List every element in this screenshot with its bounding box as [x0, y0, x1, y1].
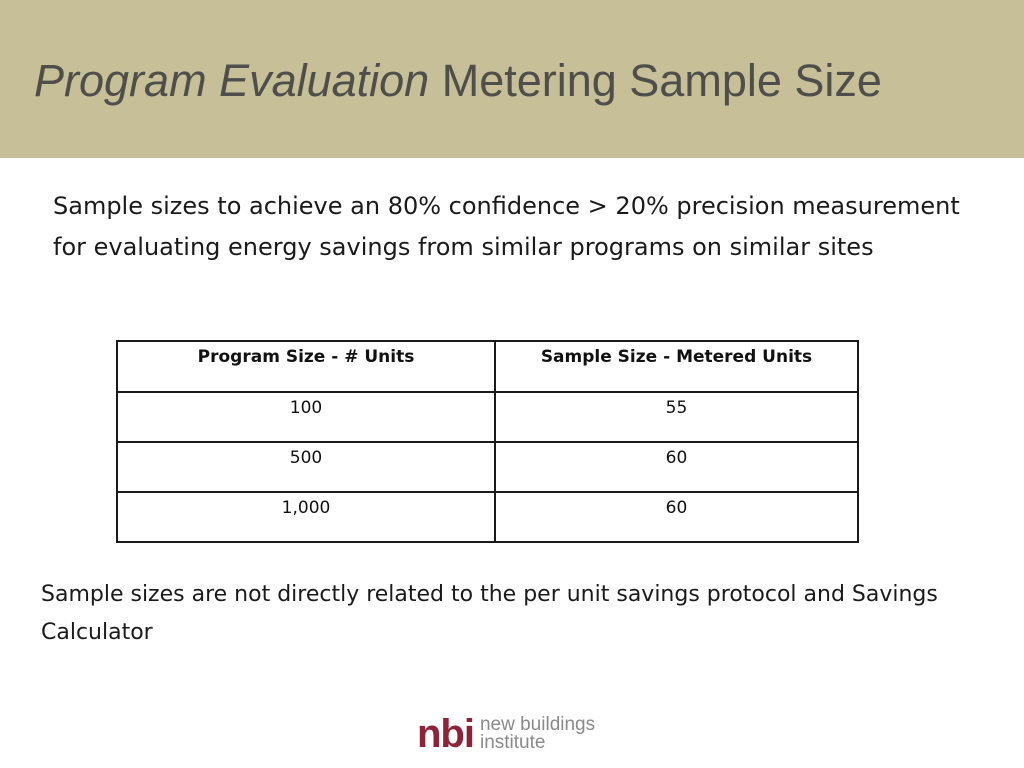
cell-program-size: 1,000	[116, 491, 496, 543]
cell-program-size: 100	[116, 391, 496, 443]
header-band	[0, 0, 1024, 158]
table-row: 500 60	[116, 441, 859, 493]
sample-size-table: Program Size - # Units Sample Size - Met…	[116, 340, 859, 543]
table-row: 100 55	[116, 391, 859, 443]
column-header-sample-size: Sample Size - Metered Units	[494, 340, 859, 393]
cell-sample-size: 55	[494, 391, 859, 443]
table-header-row: Program Size - # Units Sample Size - Met…	[116, 340, 859, 393]
cell-program-size: 500	[116, 441, 496, 493]
logo-line-2: institute	[479, 732, 546, 753]
cell-sample-size: 60	[494, 491, 859, 543]
intro-paragraph: Sample sizes to achieve an 80% confidenc…	[53, 192, 960, 261]
slide-title: Program Evaluation Metering Sample Size	[34, 54, 882, 108]
logo-mark: nbi	[417, 712, 475, 756]
slide-title-italic: Program Evaluation	[34, 55, 430, 106]
table-row: 1,000 60	[116, 491, 859, 543]
footnote-paragraph: Sample sizes are not directly related to…	[41, 582, 938, 645]
nbi-logo: nbi new buildings institute	[417, 712, 595, 756]
logo-line-1: new buildings	[479, 714, 596, 735]
logo-wordmark: new buildings institute	[479, 714, 596, 753]
cell-sample-size: 60	[494, 441, 859, 493]
column-header-program-size: Program Size - # Units	[116, 340, 496, 393]
slide-title-rest: Metering Sample Size	[429, 55, 882, 106]
